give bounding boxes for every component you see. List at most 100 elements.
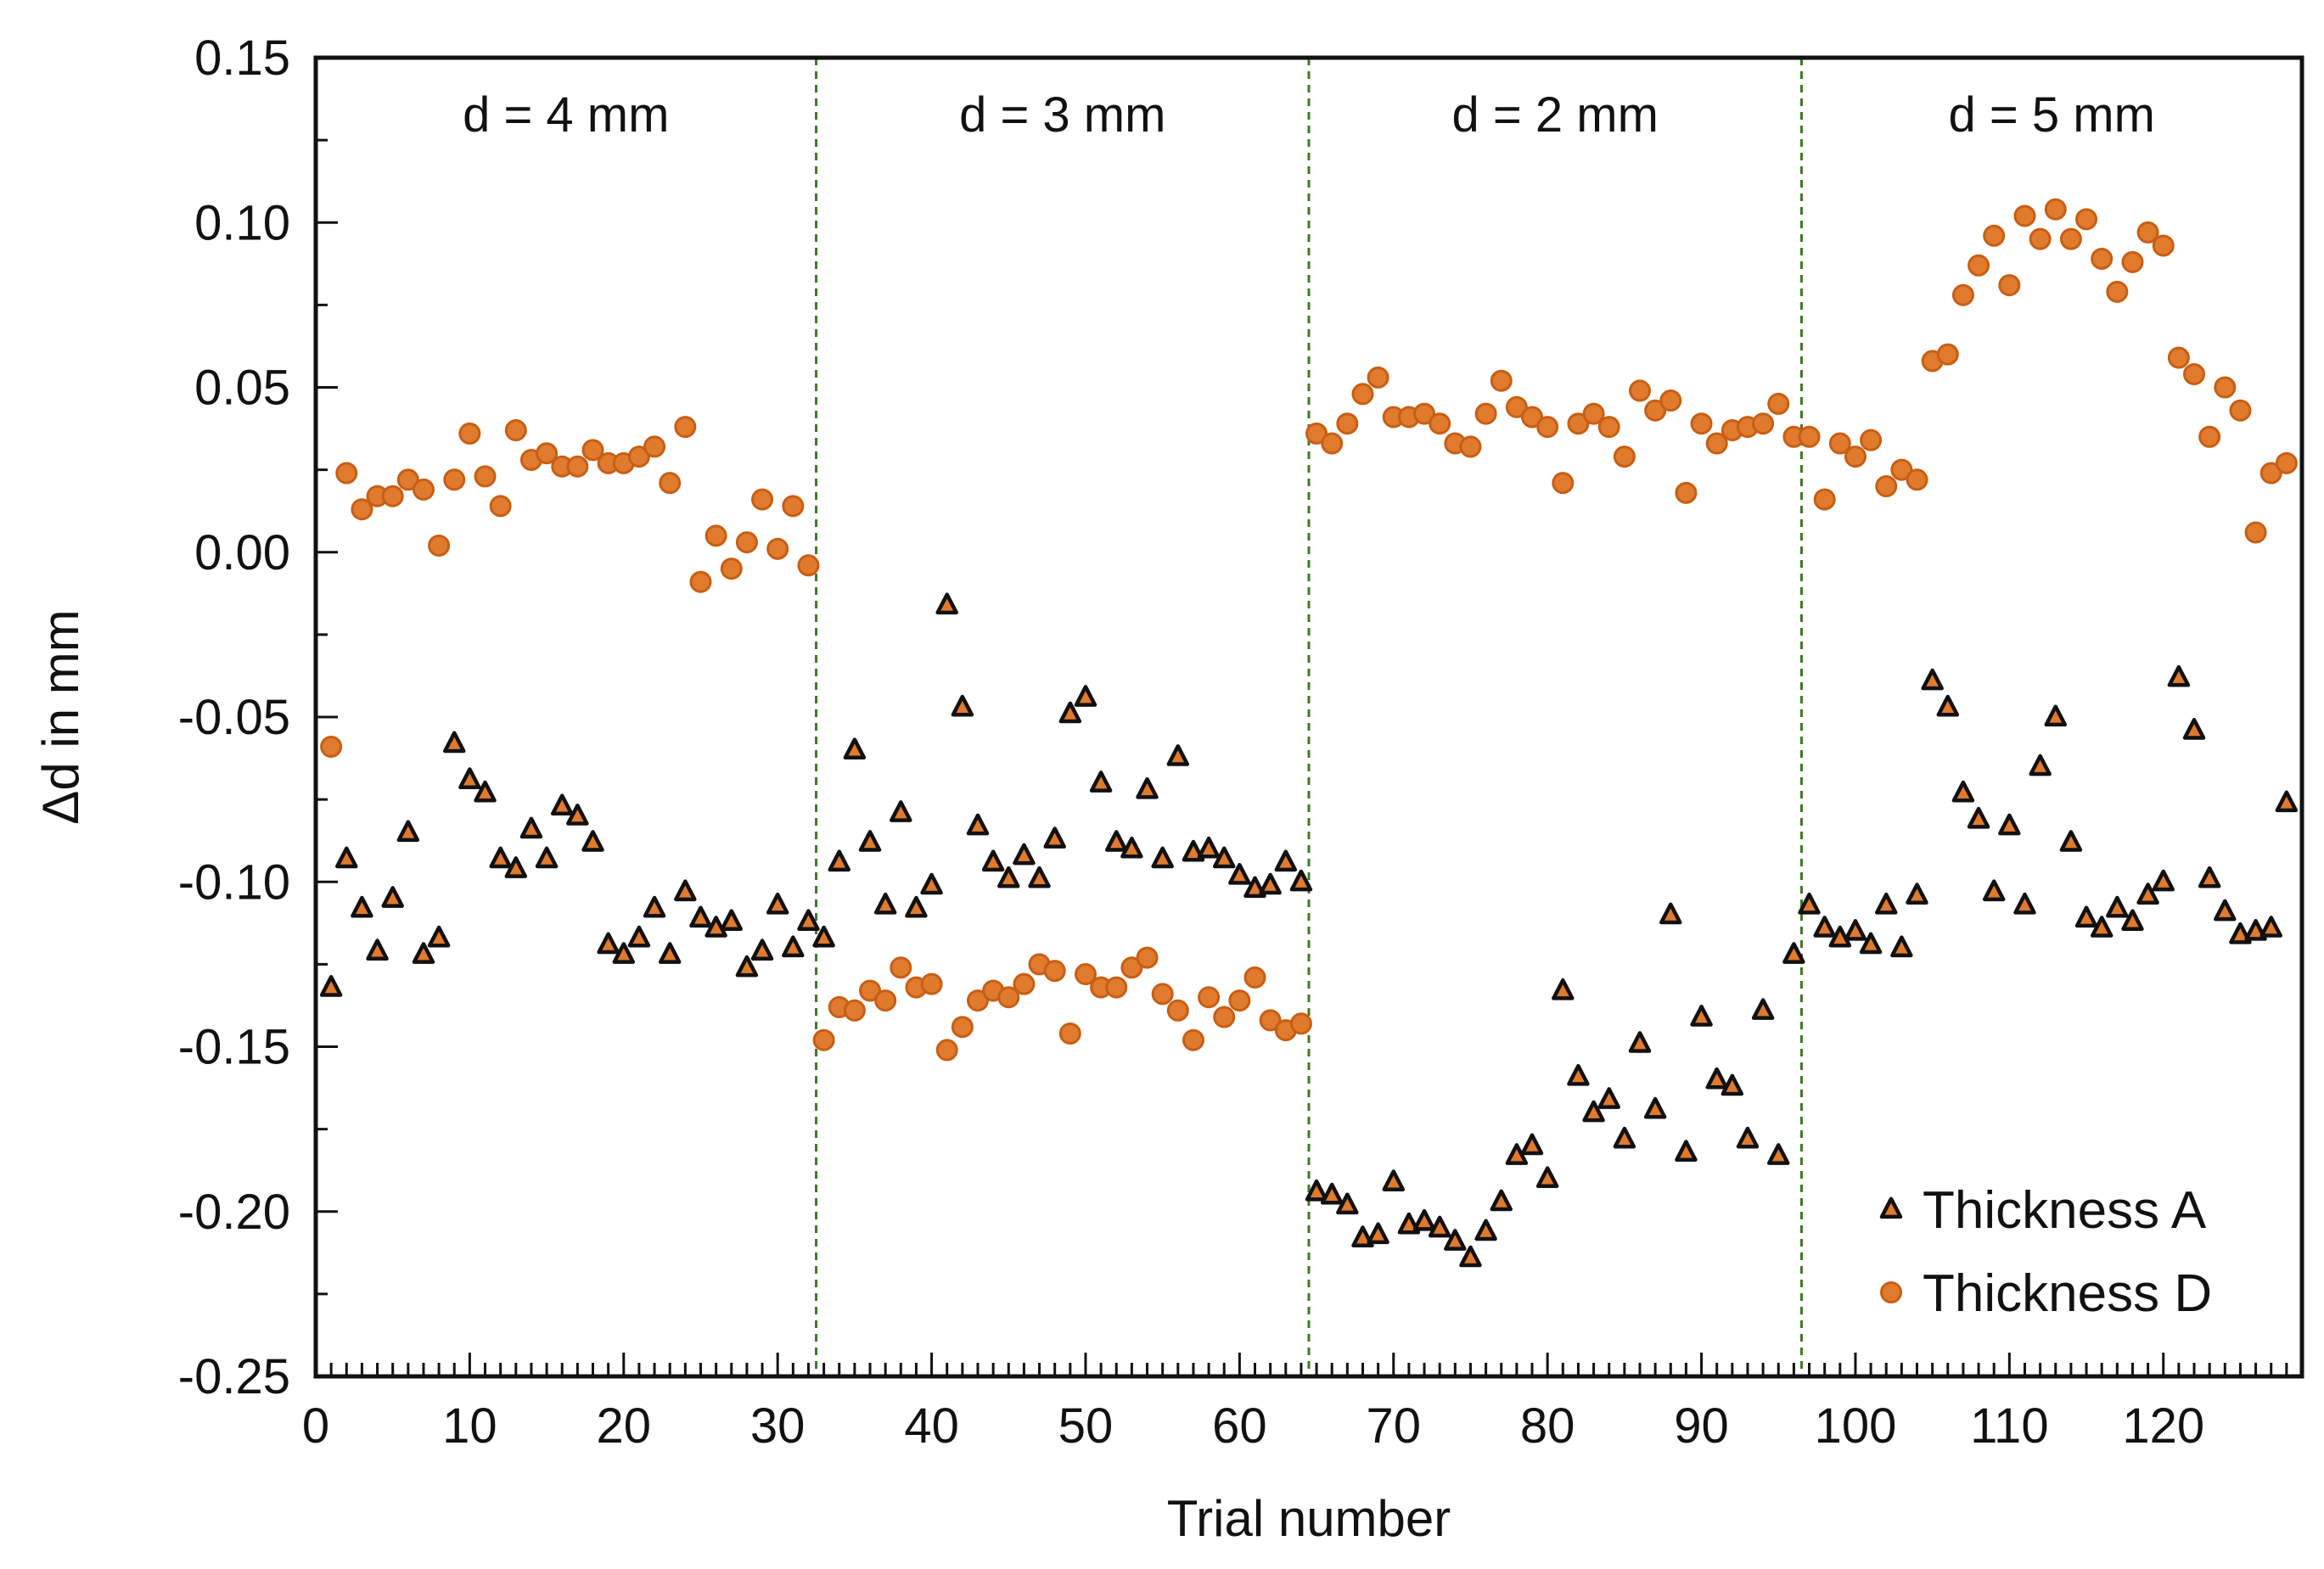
point-thickness-d-89 [1675, 481, 1698, 504]
point-thickness-a-41 [935, 592, 958, 615]
point-thickness-d-6 [396, 468, 419, 491]
point-thickness-d-84 [1597, 416, 1620, 439]
y-tick-label: -0.15 [178, 1020, 290, 1075]
point-thickness-a-35 [843, 737, 867, 760]
point-thickness-d-121 [2167, 346, 2190, 369]
point-thickness-d-67 [1336, 412, 1359, 435]
point-thickness-a-21 [627, 925, 651, 948]
point-thickness-d-28 [735, 531, 758, 554]
x-tick-label: 120 [2122, 1398, 2204, 1454]
point-thickness-a-96 [1782, 942, 1805, 964]
point-thickness-a-98 [1813, 916, 1836, 938]
point-thickness-a-114 [2059, 830, 2083, 852]
point-thickness-d-46 [1013, 972, 1036, 995]
point-thickness-d-15 [536, 442, 559, 465]
point-thickness-a-117 [2106, 895, 2129, 918]
point-thickness-d-41 [935, 1039, 958, 1062]
point-thickness-a-46 [1013, 843, 1036, 866]
series-thickness-d [320, 198, 2298, 1062]
point-thickness-d-82 [1567, 412, 1590, 435]
point-thickness-a-26 [704, 916, 727, 938]
point-thickness-a-48 [1043, 827, 1066, 849]
point-thickness-a-118 [2121, 909, 2144, 932]
point-thickness-a-87 [1643, 1096, 1667, 1119]
point-thickness-d-75 [1459, 435, 1482, 458]
y-tick-label: 0.15 [194, 31, 290, 86]
point-thickness-a-124 [2214, 899, 2237, 922]
region-label-1: d = 4 mm [463, 87, 669, 143]
point-thickness-d-59 [1213, 1006, 1236, 1028]
point-thickness-d-123 [2198, 425, 2221, 448]
series-thickness-a [319, 592, 2299, 1268]
point-thickness-d-2 [335, 462, 358, 485]
region-label-4: d = 5 mm [1949, 87, 2155, 143]
point-thickness-a-108 [1967, 806, 1990, 829]
point-thickness-a-95 [1767, 1143, 1790, 1165]
point-thickness-d-78 [1505, 395, 1528, 418]
point-thickness-a-99 [1828, 925, 1852, 948]
y-axis-label: Δd in mm [32, 609, 89, 824]
point-thickness-d-3 [351, 498, 373, 521]
point-thickness-d-9 [443, 468, 466, 491]
point-thickness-d-7 [412, 478, 435, 501]
point-thickness-d-35 [843, 999, 866, 1022]
point-thickness-a-79 [1520, 1133, 1544, 1156]
point-thickness-a-123 [2198, 866, 2221, 888]
point-thickness-a-28 [735, 955, 759, 978]
point-thickness-d-1 [320, 735, 343, 758]
y-tick-label: -0.05 [178, 690, 290, 745]
point-thickness-a-51 [1089, 770, 1113, 793]
point-thickness-d-88 [1659, 389, 1682, 412]
point-thickness-d-45 [997, 986, 1020, 1009]
x-tick-label: 90 [1674, 1398, 1729, 1454]
point-thickness-a-2 [335, 846, 358, 869]
point-thickness-d-112 [2029, 227, 2052, 250]
point-thickness-a-52 [1105, 830, 1128, 852]
point-thickness-a-115 [2074, 905, 2098, 928]
point-thickness-a-62 [1259, 872, 1282, 895]
point-thickness-a-25 [689, 905, 712, 928]
point-thickness-a-67 [1336, 1192, 1359, 1215]
point-thickness-d-115 [2075, 208, 2098, 231]
point-thickness-d-76 [1474, 402, 1497, 425]
point-thickness-a-106 [1936, 694, 1960, 717]
point-thickness-a-109 [1982, 879, 2006, 902]
point-thickness-d-85 [1613, 445, 1636, 468]
point-thickness-d-69 [1367, 366, 1389, 389]
point-thickness-d-21 [627, 445, 650, 468]
point-thickness-a-38 [890, 800, 912, 822]
point-thickness-d-27 [720, 558, 743, 580]
point-thickness-a-42 [951, 694, 974, 717]
point-thickness-d-40 [920, 972, 943, 995]
x-tick-label: 70 [1367, 1398, 1422, 1454]
point-thickness-a-53 [1120, 836, 1143, 859]
point-thickness-a-45 [997, 866, 1020, 888]
point-thickness-a-73 [1428, 1215, 1451, 1238]
point-thickness-a-11 [474, 780, 497, 803]
point-thickness-d-33 [812, 1028, 835, 1051]
point-thickness-a-54 [1136, 776, 1159, 799]
point-thickness-d-50 [1074, 963, 1097, 986]
point-thickness-a-105 [1921, 668, 1944, 691]
point-thickness-d-77 [1490, 369, 1513, 392]
point-thickness-a-89 [1675, 1140, 1698, 1162]
point-thickness-a-29 [750, 939, 774, 961]
x-tick-label: 20 [597, 1398, 652, 1454]
legend-marker-thickness-d [1880, 1281, 1902, 1303]
point-thickness-d-100 [1844, 445, 1866, 468]
point-thickness-a-128 [2275, 790, 2299, 813]
point-thickness-a-13 [504, 856, 528, 878]
point-thickness-a-75 [1459, 1245, 1482, 1268]
point-thickness-d-23 [659, 472, 682, 495]
x-tick-label: 10 [442, 1398, 497, 1454]
point-thickness-d-38 [890, 956, 912, 979]
point-thickness-a-72 [1412, 1208, 1436, 1231]
point-thickness-a-16 [550, 793, 574, 816]
y-tick-label: -0.20 [178, 1185, 290, 1240]
point-thickness-a-69 [1367, 1222, 1389, 1245]
point-thickness-a-93 [1736, 1126, 1760, 1149]
point-thickness-d-5 [381, 485, 404, 507]
point-thickness-d-114 [2059, 227, 2082, 250]
y-tick-label: 0.10 [194, 195, 290, 250]
point-thickness-d-43 [967, 989, 989, 1012]
